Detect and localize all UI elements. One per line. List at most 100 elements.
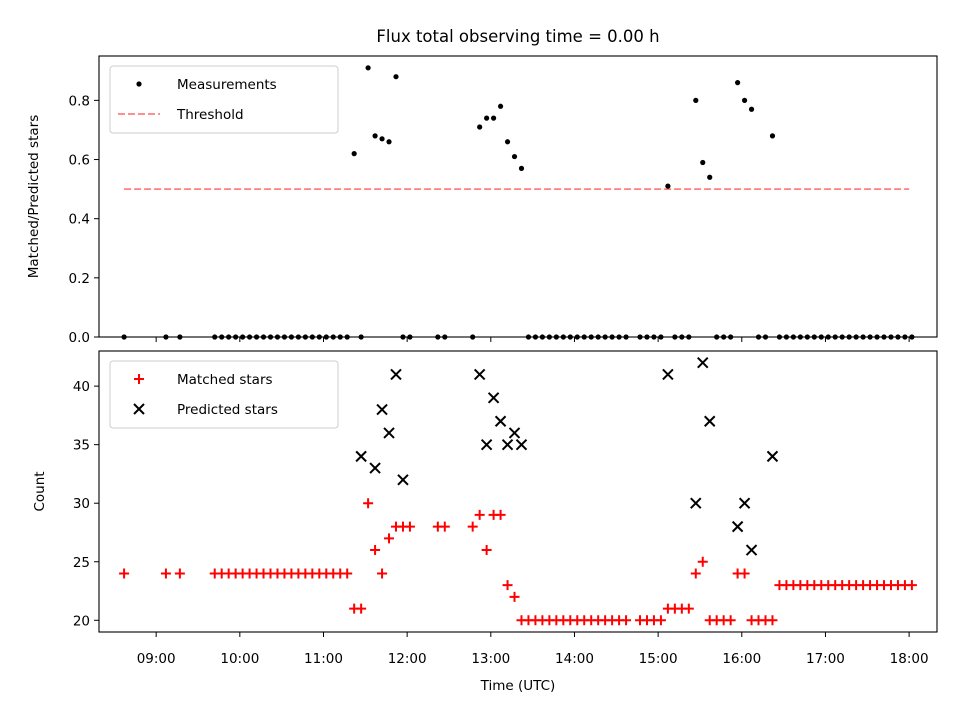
predicted-star-point bbox=[662, 368, 674, 381]
matched-star-point bbox=[502, 580, 513, 591]
matched-star-point bbox=[725, 615, 736, 626]
matched-star-point bbox=[697, 556, 708, 567]
measurement-point bbox=[393, 74, 399, 80]
matched-star-point bbox=[174, 568, 185, 579]
top-axes-frame bbox=[98, 55, 938, 338]
matched-star-point bbox=[683, 603, 694, 614]
predicted-star-point bbox=[697, 357, 709, 369]
predicted-star-point bbox=[690, 497, 702, 509]
predicted-star-point bbox=[390, 368, 402, 381]
measurement-point bbox=[351, 151, 357, 157]
y-tick-label: 0.0 bbox=[69, 330, 90, 346]
predicted-star-point bbox=[745, 544, 758, 556]
measurement-point bbox=[700, 159, 706, 166]
x-tick-label: 17:00 bbox=[806, 651, 845, 667]
x-axis-label: Time (UTC) bbox=[480, 678, 556, 694]
predicted-star-point bbox=[480, 438, 493, 451]
measurement-point bbox=[504, 139, 511, 145]
predicted-star-point bbox=[738, 497, 751, 509]
bottom-legend-box bbox=[109, 360, 339, 429]
x-tick-label: 15:00 bbox=[639, 651, 678, 667]
matched-star-point bbox=[474, 509, 485, 520]
measurement-point bbox=[477, 124, 483, 130]
measurement-point bbox=[497, 103, 504, 109]
x-tick-label: 09:00 bbox=[137, 651, 176, 667]
x-tick-label: 16:00 bbox=[722, 651, 761, 667]
matched-star-point bbox=[509, 591, 520, 602]
x-tick-label: 14:00 bbox=[555, 651, 594, 667]
y-tick-label: 25 bbox=[73, 555, 90, 571]
predicted-star-point bbox=[731, 520, 744, 533]
matched-star-point bbox=[356, 603, 367, 614]
measurement-point bbox=[735, 80, 741, 86]
y-tick-label: 0.2 bbox=[69, 271, 90, 287]
x-tick-label: 18:00 bbox=[890, 651, 929, 667]
y-tick-label: 30 bbox=[73, 496, 90, 512]
x-tick-label: 11:00 bbox=[304, 651, 343, 667]
measurement-point bbox=[484, 115, 490, 121]
y-tick-label: 20 bbox=[73, 613, 90, 629]
measurement-point bbox=[693, 97, 699, 103]
legend-marker-measurements bbox=[136, 81, 142, 87]
predicted-star-point bbox=[704, 415, 716, 427]
matched-star-point bbox=[370, 545, 381, 556]
measurement-point bbox=[665, 183, 671, 189]
y-tick-label: 0.4 bbox=[69, 212, 90, 228]
predicted-star-point bbox=[397, 474, 409, 486]
x-tick-label: 10:00 bbox=[220, 651, 259, 667]
predicted-star-point bbox=[508, 427, 521, 439]
measurement-point bbox=[365, 65, 371, 71]
y-axis-label-count: Count bbox=[32, 471, 48, 511]
y-tick-label: 35 bbox=[73, 438, 90, 454]
predicted-star-point bbox=[355, 450, 367, 463]
top-legend-box bbox=[109, 65, 339, 134]
predicted-star-point bbox=[494, 415, 507, 427]
measurement-point bbox=[511, 153, 518, 160]
measurement-point bbox=[741, 97, 748, 103]
legend-marker-matched bbox=[134, 374, 144, 384]
matched-star-point bbox=[481, 545, 492, 556]
matched-star-point bbox=[384, 533, 395, 544]
measurement-point bbox=[518, 165, 525, 171]
matched-star-point bbox=[621, 615, 632, 626]
matched-star-point bbox=[363, 498, 374, 509]
matched-star-point bbox=[439, 521, 450, 532]
legend-label-measurements: Measurements bbox=[177, 77, 277, 93]
y-tick-label: 40 bbox=[73, 379, 90, 395]
predicted-star-point bbox=[766, 450, 779, 463]
matched-star-point bbox=[467, 521, 478, 532]
predicted-star-point bbox=[376, 403, 388, 416]
y-tick-label: 0.6 bbox=[69, 153, 90, 169]
measurement-point bbox=[769, 133, 776, 139]
predicted-star-point bbox=[383, 427, 395, 439]
measurement-point bbox=[490, 115, 497, 121]
y-tick-label: 0.8 bbox=[69, 93, 90, 109]
predicted-star-point bbox=[473, 368, 486, 381]
matched-star-point bbox=[404, 521, 415, 532]
matched-star-point bbox=[767, 615, 778, 626]
y-axis-label: Matched/Predicted stars bbox=[26, 115, 42, 278]
matched-star-point bbox=[119, 568, 130, 579]
matched-star-point bbox=[377, 568, 388, 579]
predicted-star-point bbox=[501, 438, 514, 451]
predicted-star-point bbox=[487, 392, 500, 404]
measurement-point bbox=[372, 133, 378, 139]
predicted-star-point bbox=[369, 462, 381, 474]
matched-star-point bbox=[495, 509, 506, 520]
matched-star-point bbox=[690, 568, 701, 579]
matched-star-point bbox=[342, 568, 353, 579]
measurement-point bbox=[707, 174, 713, 180]
measurement-point bbox=[748, 106, 755, 112]
matched-star-point bbox=[655, 615, 666, 626]
legend-label-threshold: Threshold bbox=[176, 107, 244, 123]
x-tick-label: 13:00 bbox=[471, 651, 510, 667]
legend-label-matched: Matched stars bbox=[177, 372, 273, 388]
predicted-star-point bbox=[515, 438, 528, 451]
bottom-axes-frame bbox=[98, 350, 938, 633]
x-tick-label: 12:00 bbox=[388, 651, 427, 667]
measurement-point bbox=[386, 139, 392, 145]
matched-star-point bbox=[160, 568, 171, 579]
legend-marker-predicted bbox=[133, 403, 145, 415]
